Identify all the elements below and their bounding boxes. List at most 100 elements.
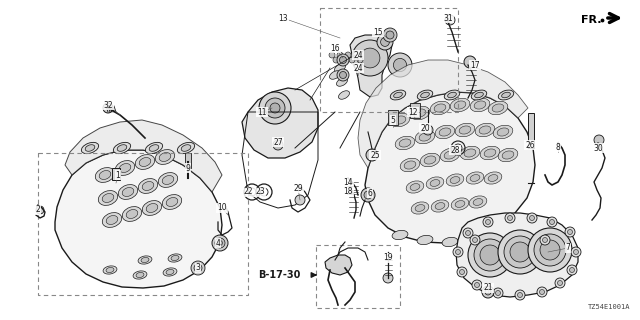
Ellipse shape (102, 212, 122, 228)
Ellipse shape (337, 78, 348, 86)
Text: 17: 17 (470, 60, 480, 69)
Circle shape (486, 220, 490, 225)
Ellipse shape (442, 237, 458, 247)
Ellipse shape (455, 201, 465, 207)
Ellipse shape (399, 139, 411, 147)
Circle shape (453, 247, 463, 257)
Ellipse shape (480, 146, 500, 160)
Text: 27: 27 (273, 138, 283, 147)
Ellipse shape (444, 90, 460, 100)
Text: 5: 5 (390, 116, 396, 124)
Circle shape (529, 215, 534, 220)
Circle shape (567, 265, 577, 275)
Ellipse shape (484, 149, 496, 157)
Ellipse shape (392, 230, 408, 240)
Text: 32: 32 (103, 100, 113, 109)
Circle shape (265, 98, 285, 118)
Ellipse shape (139, 157, 151, 166)
Ellipse shape (435, 203, 445, 209)
Text: 10: 10 (217, 204, 227, 212)
Text: 21: 21 (483, 284, 493, 292)
Ellipse shape (419, 133, 431, 141)
Text: 1: 1 (116, 171, 120, 180)
Ellipse shape (434, 104, 446, 112)
Circle shape (540, 235, 550, 245)
Text: 30: 30 (593, 143, 603, 153)
Ellipse shape (85, 145, 95, 151)
Ellipse shape (122, 188, 134, 196)
Ellipse shape (406, 181, 424, 193)
Ellipse shape (159, 153, 171, 162)
Circle shape (565, 227, 575, 237)
Ellipse shape (166, 197, 178, 206)
Circle shape (337, 52, 343, 58)
Circle shape (329, 52, 335, 58)
Circle shape (483, 217, 493, 227)
Ellipse shape (484, 172, 502, 184)
Bar (410, 103, 420, 118)
Circle shape (341, 57, 347, 63)
Ellipse shape (470, 98, 490, 112)
Ellipse shape (451, 198, 469, 210)
Circle shape (573, 250, 579, 254)
Ellipse shape (394, 116, 406, 124)
Text: 19: 19 (383, 253, 393, 262)
Circle shape (352, 40, 388, 76)
Ellipse shape (394, 92, 403, 98)
Ellipse shape (493, 125, 513, 139)
Bar (388, 110, 398, 125)
Text: 22: 22 (243, 188, 253, 196)
Ellipse shape (117, 145, 127, 151)
Ellipse shape (142, 181, 154, 190)
Ellipse shape (499, 90, 514, 100)
Ellipse shape (177, 142, 195, 154)
Text: 24: 24 (353, 51, 363, 60)
Circle shape (366, 149, 378, 161)
Ellipse shape (479, 126, 491, 134)
Ellipse shape (431, 200, 449, 212)
Circle shape (339, 57, 346, 63)
Text: 13: 13 (278, 13, 288, 22)
Circle shape (482, 286, 494, 298)
Ellipse shape (138, 179, 157, 193)
Ellipse shape (99, 171, 111, 180)
Circle shape (510, 242, 530, 262)
Ellipse shape (430, 101, 450, 115)
Circle shape (594, 135, 604, 145)
Polygon shape (55, 150, 222, 288)
Text: 29: 29 (293, 183, 303, 193)
Text: TZ54E1001A: TZ54E1001A (588, 304, 630, 310)
Circle shape (383, 28, 397, 42)
Circle shape (505, 213, 515, 223)
Ellipse shape (410, 106, 430, 120)
Ellipse shape (119, 164, 131, 172)
Text: 8: 8 (556, 142, 561, 151)
Circle shape (270, 103, 280, 113)
Circle shape (472, 280, 482, 290)
Circle shape (557, 281, 563, 285)
Circle shape (498, 230, 542, 274)
Ellipse shape (99, 191, 118, 205)
Ellipse shape (455, 123, 475, 137)
Text: 2: 2 (36, 205, 40, 214)
Bar (112, 168, 120, 180)
Text: 23: 23 (255, 188, 265, 196)
Ellipse shape (469, 196, 487, 208)
Ellipse shape (136, 272, 144, 277)
Ellipse shape (141, 258, 149, 262)
Ellipse shape (142, 201, 162, 215)
Circle shape (457, 267, 467, 277)
Text: 9: 9 (186, 164, 191, 172)
Ellipse shape (426, 177, 444, 189)
Ellipse shape (498, 148, 518, 162)
Text: 26: 26 (525, 140, 535, 149)
Circle shape (194, 264, 202, 272)
Circle shape (360, 48, 380, 68)
Ellipse shape (339, 91, 349, 99)
Circle shape (423, 125, 433, 135)
Circle shape (349, 57, 355, 63)
Ellipse shape (490, 230, 506, 240)
Ellipse shape (171, 255, 179, 260)
Text: 15: 15 (373, 28, 383, 36)
Circle shape (463, 228, 473, 238)
